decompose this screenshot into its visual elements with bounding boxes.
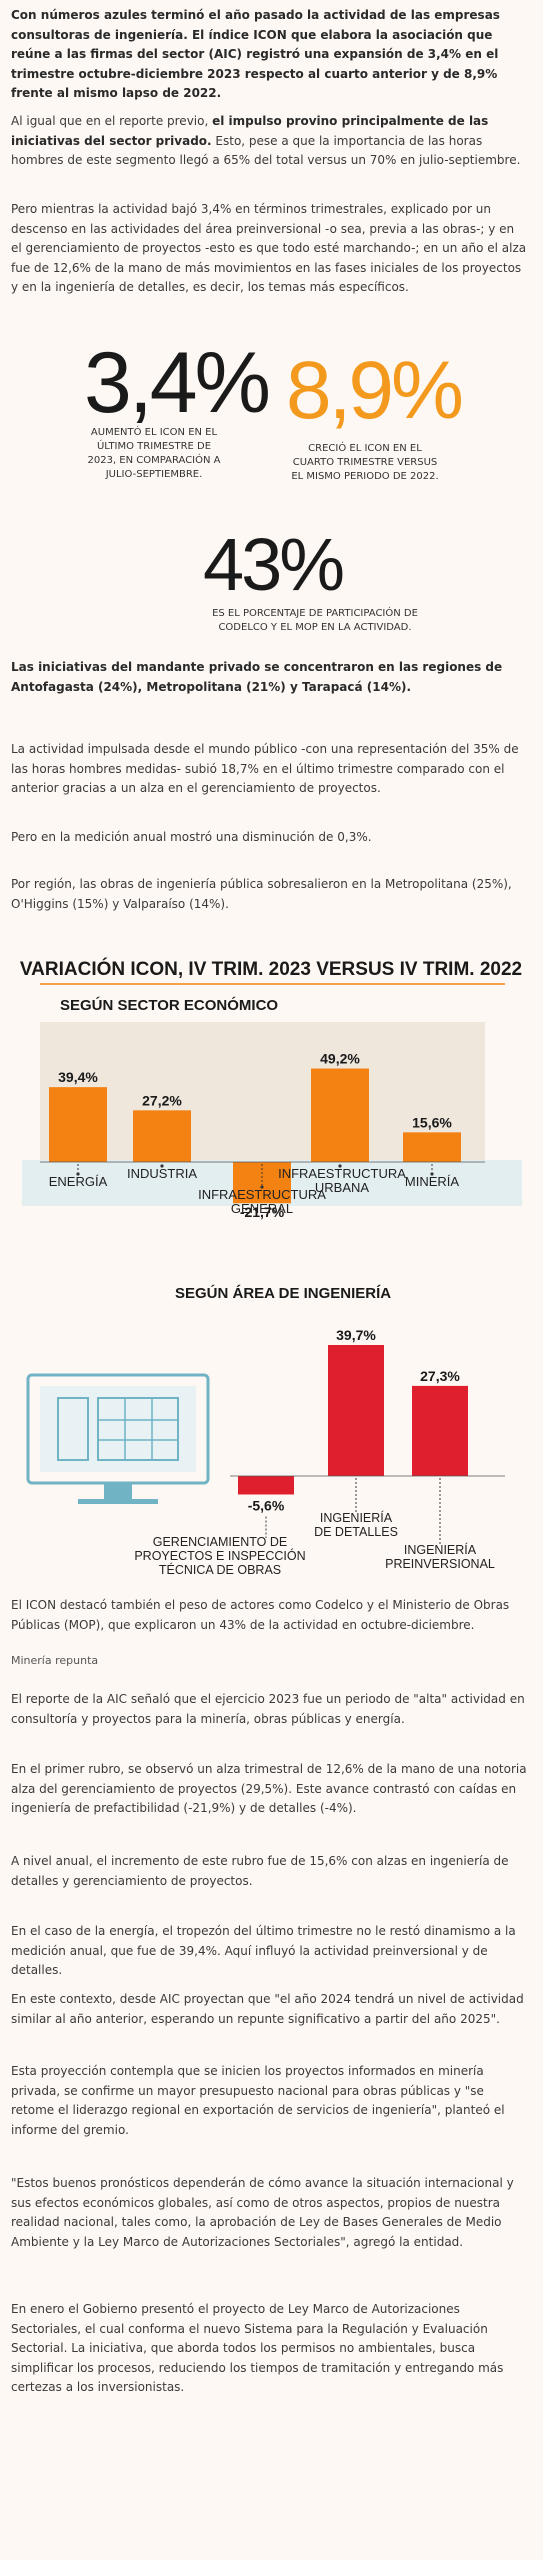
chart1-tick-dot-0 [76, 1172, 80, 1176]
icon-infographic: VARIACIÓN ICON, IV TRIM. 2023 VERSUS IV … [0, 950, 543, 1580]
chart1-value-label-3: 49,2% [320, 1051, 360, 1067]
chart2-value-label-2: 27,3% [420, 1368, 460, 1384]
chart2-category-label-0: GERENCIAMIENTO DE PROYECTOS E INSPECCIÓN T… [134, 1535, 305, 1577]
after-paragraph-9: En enero el Gobierno presentó el proyect… [11, 2302, 504, 2395]
chart2-value-label-0: -5,6% [248, 1497, 285, 1513]
intro-paragraph-1: Al igual que en el reporte previo, el im… [11, 112, 528, 171]
chart2-category-label-1: INGENIERÍA DE DETALLES [314, 1510, 398, 1539]
chart1-bars: 39,4%ENERGÍA27,2%INDUSTRIA-21,7%INFRAEST… [49, 1051, 461, 1220]
mid-paragraph-3: Por región, las obras de ingeniería públ… [11, 877, 512, 911]
chart1-category-label-1: INDUSTRIA [127, 1166, 197, 1181]
stat-value-1: 3,4% [84, 335, 271, 431]
chart2-bar-0 [238, 1476, 294, 1495]
chart1-value-label-1: 27,2% [142, 1092, 182, 1108]
chart2-subtitle: SEGÚN ÁREA DE INGENIERÍA [175, 1284, 391, 1302]
chart1-subtitle: SEGÚN SECTOR ECONÓMICO [60, 996, 278, 1014]
chart2-value-label-1: 39,7% [336, 1327, 376, 1343]
after-paragraph-3: En el primer rubro, se observó un alza t… [11, 1762, 527, 1816]
infographic-title: VARIACIÓN ICON, IV TRIM. 2023 VERSUS IV … [20, 958, 522, 980]
mid-paragraph-2: Pero en la medición anual mostró una dis… [11, 830, 372, 844]
intro-p1-end: Esto, pese a que la importancia de las h… [11, 133, 521, 168]
chart1-tick-dot-2 [260, 1185, 264, 1189]
chart1-value-label-4: 15,6% [412, 1114, 452, 1130]
chart2-bar-2 [412, 1385, 468, 1476]
after-paragraph-6: En este contexto, desde AIC proyectan qu… [11, 1992, 524, 2026]
infographic-svg: VARIACIÓN ICON, IV TRIM. 2023 VERSUS IV … [20, 958, 522, 1577]
chart1-tick-dot-1 [160, 1164, 164, 1168]
computer-icon [26, 1373, 210, 1504]
chart2-bar-1 [328, 1344, 384, 1476]
after-paragraph-1: El ICON destacó también el peso de actor… [11, 1598, 510, 1632]
chart1-bar-4 [403, 1132, 461, 1162]
mid-lead: Las iniciativas del mandante privado se … [11, 660, 503, 694]
intro-lead: Con números azules terminó el año pasado… [11, 8, 500, 101]
after-paragraph-2: El reporte de la AIC señaló que el ejerc… [11, 1692, 525, 1726]
chart1-category-label-3: INFRAESTRUCTURA URBANA [278, 1166, 406, 1195]
chart1-tick-dot-4 [430, 1172, 434, 1176]
intro-p1-highlight: el impulso provino principalmente de las… [11, 114, 489, 148]
intro-paragraph-2: Pero mientras la actividad bajó 3,4% en … [11, 202, 527, 295]
after-paragraph-8: "Estos buenos pronósticos dependerán de … [11, 2176, 514, 2249]
chart1-category-label-0: ENERGÍA [49, 1174, 108, 1189]
stat-caption-3: ES EL PORCENTAJE DE PARTICIPACIÓN DE COD… [212, 608, 418, 633]
stat-caption-2: CRECIÓ EL ICON EN EL CUARTO TRIMESTRE VE… [291, 443, 439, 482]
intro-p1-start: Al igual que en el reporte previo, [11, 114, 213, 128]
chart1-tick-dot-3 [338, 1164, 342, 1168]
after-paragraph-4: A nivel anual, el incremento de este rub… [11, 1854, 509, 1888]
chart2-bars: -5,6% GERENCIAMIENTO DE PROYECTOS E INSPEC… [134, 1327, 495, 1577]
chart1-value-label-0: 39,4% [58, 1069, 98, 1085]
after-paragraph-7: Esta proyección contempla que se inicien… [11, 2064, 505, 2137]
chart2-category-label-2: INGENIERÍA PREINVERSIONAL [385, 1542, 495, 1571]
stat-caption-1: AUMENTÓ EL ICON EN EL ÚLTIMO TRIMESTRE D… [87, 427, 221, 480]
after-paragraph-5: En el caso de la energía, el tropezón de… [11, 1924, 516, 1978]
chart1-bar-0 [49, 1087, 107, 1162]
chart1-value-label-2: -21,7% [240, 1204, 285, 1220]
section-subhead: Minería repunta [11, 1654, 99, 1667]
chart1-category-label-4: MINERÍA [405, 1174, 460, 1189]
chart1-bar-1 [133, 1110, 191, 1162]
chart1-bar-3 [311, 1068, 369, 1162]
chart1-category-label-2: INFRAESTRUCTURA GENERAL [198, 1187, 326, 1216]
stat-value-2: 8,9% [286, 345, 464, 436]
mid-paragraph-1: La actividad impulsada desde el mundo pú… [11, 742, 519, 796]
stat-value-3: 43% [203, 523, 345, 606]
